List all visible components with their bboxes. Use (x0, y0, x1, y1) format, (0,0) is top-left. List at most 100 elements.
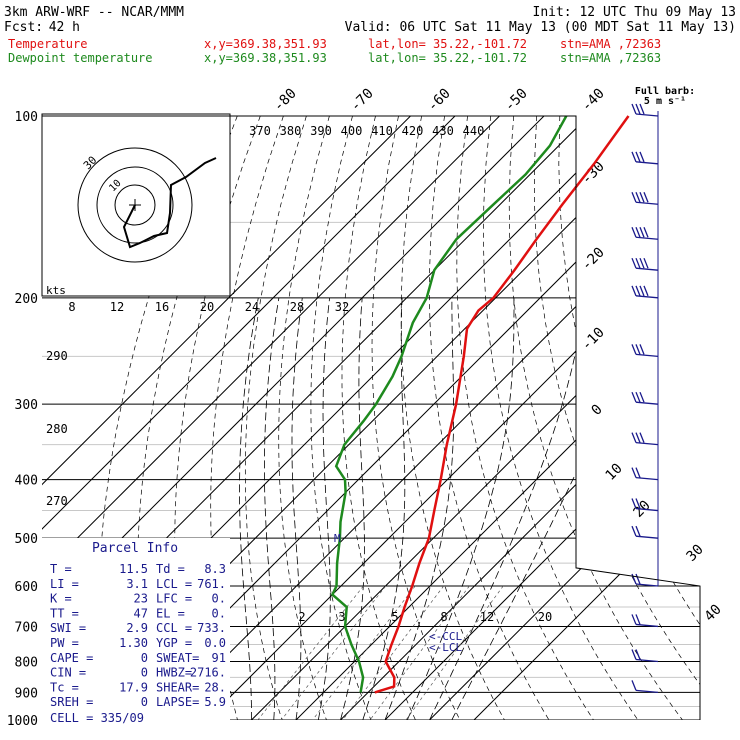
parcel-info-field: CCL = (156, 621, 192, 635)
valid-time: Valid: 06 UTC Sat 11 May 13 (00 MDT Sat … (345, 20, 736, 35)
parcel-info-field: 2.9 (126, 621, 148, 635)
wind-barb-staff (635, 535, 659, 539)
parcel-info-field: LI = (50, 577, 79, 591)
moist-adiabat (291, 297, 303, 720)
moist-adiabat (384, 297, 455, 720)
wind-barb-staff (635, 401, 659, 405)
wind-barb-flag (635, 227, 641, 238)
dewpoint-stn: stn=AMA ,72363 (560, 51, 661, 65)
isotherm-label-right: 40 (702, 602, 725, 625)
theta-label: 390 (310, 124, 332, 138)
parcel-info-field: 5.9 (204, 695, 226, 709)
lcl-marker-m: M (334, 532, 341, 545)
parcel-info-field: EL = (156, 606, 185, 620)
barb-legend-line2: 5 m s⁻¹ (644, 96, 686, 107)
wind-barb (631, 573, 659, 587)
plot-frame (42, 115, 701, 720)
mixing-ratio-line (342, 585, 444, 720)
moist-adiabat (429, 297, 586, 720)
wind-barb (631, 227, 659, 240)
dewpoint-profile (330, 115, 568, 693)
parcel-info-field: LCL = (156, 577, 192, 591)
isotherm (42, 116, 500, 720)
parcel-info-field: 0. (212, 606, 226, 620)
wind-barb-flag (639, 391, 645, 403)
parcel-info-title: Parcel Info (92, 541, 178, 556)
parcel-info-field: 17.9 (119, 680, 148, 694)
hodograph-speed-tick: 28 (290, 300, 304, 314)
isotherm-label-right: 0 (589, 402, 606, 419)
parcel-info-field: 761. (197, 577, 226, 591)
wind-barb-flag (639, 432, 645, 443)
wind-barb-flag (631, 614, 637, 625)
pressure-tick-label: 500 (15, 532, 38, 547)
wind-barb-staff (635, 623, 659, 628)
wind-barb (631, 103, 659, 117)
wind-barb-flag (635, 391, 641, 403)
isotherm-label-top: -70 (348, 86, 377, 115)
moist-adiabat (451, 297, 651, 720)
parcel-info-field: LAPSE= (156, 695, 199, 709)
wind-barb-flag (639, 344, 645, 355)
pressure-tick-label: 800 (15, 655, 38, 670)
dry-adiabat (605, 116, 700, 720)
mixing-ratio-label: 12 (480, 610, 494, 624)
wind-barb-flag (635, 614, 641, 625)
theta-label: 430 (432, 124, 454, 138)
wind-barb-flag (631, 467, 637, 478)
theta-label: 420 (402, 124, 424, 138)
temperature-profile (374, 115, 630, 694)
parcel-info-field: 47 (134, 606, 148, 620)
wind-barb-flag (635, 344, 641, 355)
wind-barb-flag (639, 103, 645, 115)
wind-barb-flag (631, 649, 637, 660)
isotherm (251, 116, 700, 720)
hodograph-ring (96, 166, 174, 244)
ccl-marker: <-CCL (429, 630, 462, 643)
mixing-ratio-label: 20 (538, 610, 552, 624)
wind-barb-staff (635, 658, 659, 663)
hodograph-speed-tick: 32 (335, 300, 349, 314)
parcel-info-field: HWBZ= (156, 666, 192, 680)
parcel-info-field: 0 (141, 695, 148, 709)
wind-barb-flag (631, 498, 637, 509)
hodograph-speed-tick: 20 (200, 300, 214, 314)
dewpoint-xy: x,y=369.38,351.93 (204, 51, 327, 65)
wind-barb-flag (635, 525, 641, 537)
isotherm (42, 116, 411, 720)
parcel-info-field: 0 (141, 666, 148, 680)
parcel-info-field: SHEAR= (156, 680, 199, 694)
mixing-ratio-line (369, 585, 470, 720)
pressure-tick-label: 900 (15, 686, 38, 701)
mixing-ratio-label: 5 (391, 610, 398, 624)
wind-barb-flag (643, 285, 649, 297)
barb-legend-line1: Full barb: (635, 86, 695, 97)
parcel-info-field: Tc = (50, 680, 79, 694)
wind-barb-staff (635, 161, 659, 165)
wind-barb-flag (631, 525, 637, 537)
parcel-info-field: 1.30 (119, 636, 148, 650)
dry-adiabat (400, 116, 505, 720)
hodograph-trace (122, 157, 217, 249)
forecast-hours: 42 h (49, 20, 80, 35)
wind-barb (631, 525, 659, 539)
model-title: 3km ARW-WRF -- NCAR/MMM (4, 5, 184, 20)
parcel-info-box (42, 538, 230, 729)
wind-barb-flag (631, 151, 637, 163)
isotherm-label-right: 30 (684, 542, 707, 565)
pressure-axis: 100 200 300 400 500 600 700 800 900 1000 (7, 110, 38, 729)
lcl-marker: <-LCL (429, 641, 462, 654)
dry-adiabat (483, 116, 639, 720)
wind-barb (631, 192, 659, 205)
dry-adiabat (371, 116, 461, 720)
parcel-info-field: YGP = (156, 636, 192, 650)
forecast-label: Fcst: (4, 20, 43, 35)
parcel-info-field: K = (50, 592, 72, 606)
dry-adiabat (674, 116, 700, 720)
parcel-info-field: 28. (204, 680, 226, 694)
parcel-info-field: SWEAT= (156, 651, 199, 665)
wind-barb-flag (631, 285, 637, 297)
hodograph-speed-tick: 8 (68, 300, 75, 314)
wind-barb (631, 649, 659, 663)
isotherm-label-right: -10 (579, 325, 608, 354)
